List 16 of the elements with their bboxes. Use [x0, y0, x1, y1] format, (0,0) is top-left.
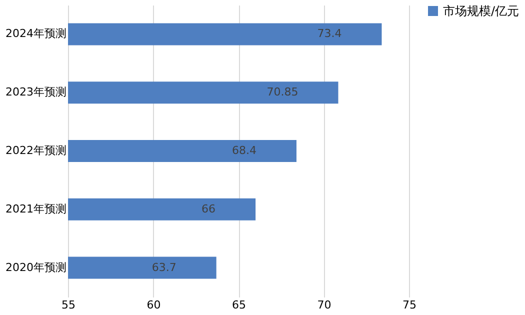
- x-tick-label: 75: [402, 298, 416, 312]
- y-tick-label: 2023年预测: [6, 86, 66, 99]
- data-label: 66: [202, 202, 216, 216]
- y-tick-label: 2021年预测: [6, 202, 66, 216]
- data-label: 73.4: [317, 27, 342, 40]
- x-tick-label: 70: [317, 298, 332, 312]
- y-tick-label: 2024年预测: [6, 27, 66, 40]
- y-tick-label: 2022年预测: [6, 144, 66, 157]
- x-tick-label: 55: [62, 298, 76, 312]
- x-tick-label: 65: [232, 298, 246, 312]
- x-tick-label: 60: [146, 298, 161, 312]
- y-tick-label: 2020年预测: [6, 260, 66, 274]
- data-label: 63.7: [152, 260, 176, 274]
- data-label: 70.85: [266, 86, 298, 99]
- legend-label: 市场规模/亿元: [443, 4, 520, 18]
- data-label: 68.4: [232, 144, 256, 157]
